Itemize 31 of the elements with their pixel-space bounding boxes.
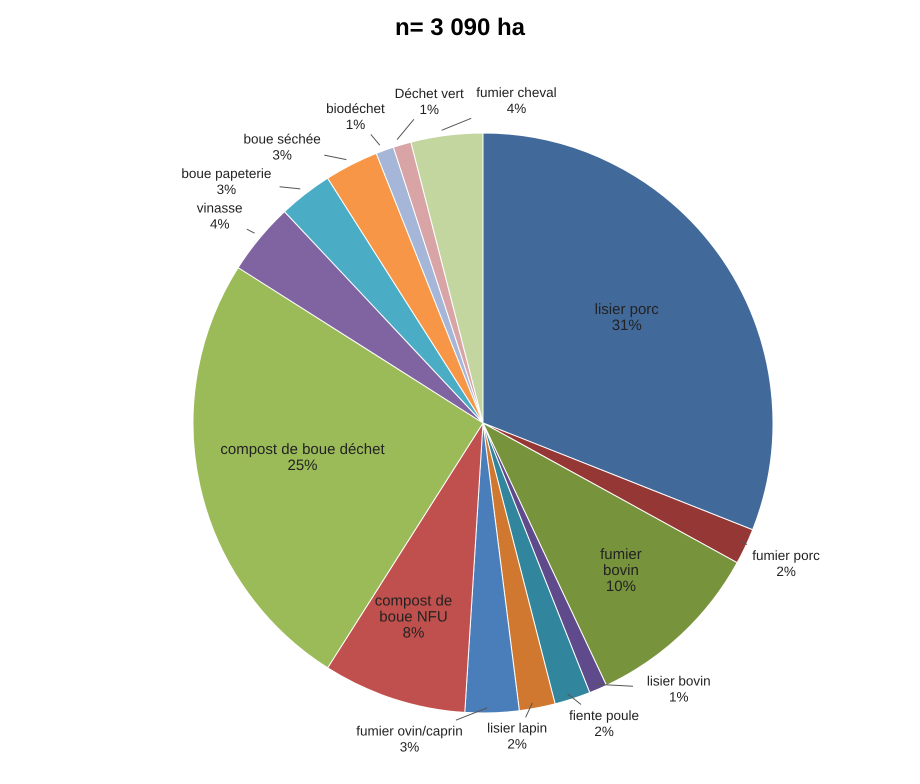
data-label: 4% [506,100,526,116]
data-label: 2% [594,724,614,739]
data-label: 1% [419,102,439,118]
data-label: 8% [402,624,424,642]
slice-label: compost de boue NFU [374,592,452,626]
chart-title: n= 3 090 ha [394,14,526,42]
data-label: 31% [612,316,642,334]
slice-label: boue papeterie [181,166,272,182]
slice-label: fumier porc [752,548,820,563]
slice-label: compost de boue déchet [220,441,386,458]
slice-label: Déchet vert [394,86,464,102]
data-label: 1% [346,117,366,132]
data-label: 3% [400,740,420,755]
slice-label: biodéchet [326,101,385,116]
data-label: 2% [507,736,527,752]
data-label: 3% [216,182,236,198]
data-label: 4% [210,216,230,232]
slice-label: fumier bovin [600,546,642,580]
slice-label: boue séchée [244,132,321,147]
data-label: 25% [288,457,318,474]
slice-label: lisier porc [594,300,660,318]
data-label: 3% [272,148,292,163]
slice-label: fumier ovin/caprin [356,724,463,739]
data-label: 2% [776,564,796,579]
data-label: 1% [669,690,689,705]
data-label: 10% [606,578,636,596]
slice-label: fumier cheval [476,84,557,100]
slice-label: vinasse [196,200,243,216]
slice-label: lisier bovin [646,674,711,689]
slice-label: lisier lapin [487,720,548,736]
slice-label: fiente poule [569,708,639,723]
